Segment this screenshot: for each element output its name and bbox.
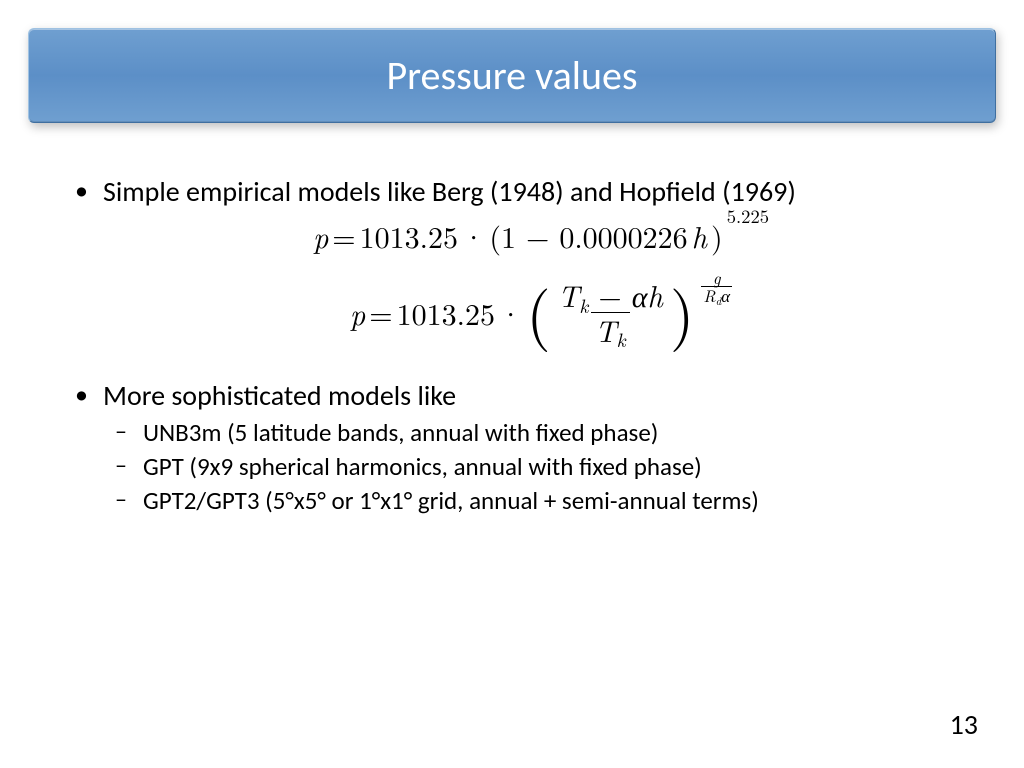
eq2-h: h xyxy=(647,273,662,316)
eq2-rparen: ) xyxy=(670,286,695,336)
eq1-const: 1013.25 xyxy=(360,218,458,253)
bullet-item-2: More sophisticated models like UNB3m (5 … xyxy=(65,379,979,516)
bullet-list: Simple empirical models like Berg (1948)… xyxy=(65,175,979,516)
eq2-den-T: T xyxy=(595,308,616,351)
slide-title: Pressure values xyxy=(386,51,637,100)
eq2-num-T: T xyxy=(558,273,579,316)
eq2-lhs: p xyxy=(350,295,365,330)
eq2-paren: ( Tk − αh Tk ) xyxy=(526,279,694,345)
eq2-den-k: k xyxy=(617,325,626,353)
eq2-exp-alpha: α xyxy=(721,283,730,307)
eq2-lparen: ( xyxy=(526,286,551,336)
eq1-equals: = xyxy=(332,218,355,253)
equation-2: p = 1013.25 · ( Tk − αh Tk xyxy=(103,279,979,345)
eq1-lhs: p xyxy=(313,218,328,253)
eq1-close: ) xyxy=(711,218,723,253)
sub-bullet-list: UNB3m (5 latitude bands, annual with fix… xyxy=(103,418,979,516)
sub-bullet-2: GPT (9x9 spherical harmonics, annual wit… xyxy=(109,452,979,482)
eq2-exponent: g Rdα xyxy=(701,269,732,304)
eq1-open: (1 − 0.0000226 xyxy=(489,218,687,253)
eq2-exp-d: d xyxy=(716,294,722,309)
eq2-fraction: Tk − αh Tk xyxy=(554,279,667,345)
bullet-text-1: Simple empirical models like Berg (1948)… xyxy=(103,174,796,209)
eq2-const: 1013.25 xyxy=(397,295,495,330)
eq2-exp-R: R xyxy=(703,283,715,307)
slide-content: Simple empirical models like Berg (1948)… xyxy=(65,175,979,522)
sub-bullet-1: UNB3m (5 latitude bands, annual with fix… xyxy=(109,418,979,448)
eq2-equals: = xyxy=(369,295,392,330)
eq2-alpha: α xyxy=(632,273,648,316)
slide-title-bar: Pressure values xyxy=(28,28,996,123)
sub-bullet-3: GPT2/GPT3 (5°x5° or 1°x1° grid, annual +… xyxy=(109,486,979,516)
eq1-h: h xyxy=(692,218,707,253)
bullet-text-2: More sophisticated models like xyxy=(103,378,456,413)
eq2-num-k: k xyxy=(579,291,588,319)
bullet-item-1: Simple empirical models like Berg (1948)… xyxy=(65,175,979,373)
eq1-mult: · xyxy=(462,218,485,253)
equation-1: p = 1013.25 · (1 − 0.0000226h) 5.225 xyxy=(103,218,979,253)
eq2-mult: · xyxy=(499,295,522,330)
eq1-exp: 5.225 xyxy=(727,206,769,228)
page-number: 13 xyxy=(950,707,978,742)
